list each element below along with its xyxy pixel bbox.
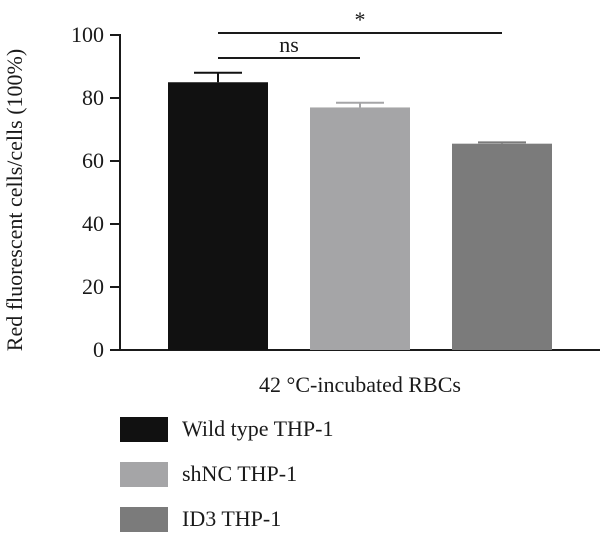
y-tick-label: 40: [82, 211, 104, 236]
significance-annotations: ns *: [218, 7, 502, 59]
significance-label: *: [355, 7, 366, 32]
y-tick-label: 20: [82, 274, 104, 299]
significance-label: ns: [279, 32, 299, 57]
legend-item: Wild type THP-1: [120, 415, 333, 443]
legend-label: Wild type THP-1: [182, 416, 334, 441]
legend: Wild type THP-1 shNC THP-1 ID3 THP-1: [120, 415, 333, 550]
legend-label: shNC THP-1: [182, 461, 298, 486]
legend-item: ID3 THP-1: [120, 505, 333, 533]
bar: [168, 82, 268, 350]
y-tick-label: 80: [82, 85, 104, 110]
legend-swatch: [120, 506, 168, 532]
legend-swatch: [120, 416, 168, 442]
y-tick-label: 60: [82, 148, 104, 173]
legend-label: ID3 THP-1: [182, 506, 282, 531]
y-tick-label: 0: [93, 337, 104, 362]
bar: [452, 143, 552, 350]
y-axis-label: Red fluorescent cells/cells (100%): [2, 49, 27, 351]
bars: [168, 71, 552, 350]
x-axis-label: 42 °C-incubated RBCs: [259, 372, 461, 397]
bar: [310, 107, 410, 350]
bar-chart: Red fluorescent cells/cells (100%) 42 °C…: [2, 7, 600, 397]
legend-item: shNC THP-1: [120, 460, 333, 488]
y-tick-label: 100: [71, 22, 104, 47]
legend-swatch: [120, 461, 168, 487]
